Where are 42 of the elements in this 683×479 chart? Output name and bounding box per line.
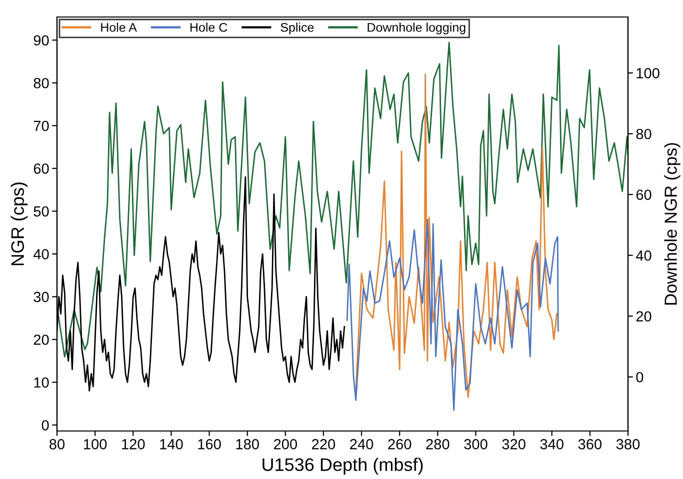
x-tick-label: 280 (426, 439, 450, 450)
y-tick-label: 10 (34, 377, 49, 388)
legend-label: Splice (280, 22, 314, 34)
y-tick-label: 50 (34, 206, 49, 217)
x-tick-label: 180 (236, 439, 259, 450)
y2-tick-label: 0 (636, 372, 644, 382)
x-tick-label: 200 (274, 439, 297, 450)
x-tick-label: 160 (198, 439, 221, 450)
x-tick-label: 80 (50, 439, 65, 450)
line-series (57, 42, 628, 358)
x-tick-label: 360 (578, 439, 602, 450)
x-tick-label: 240 (350, 439, 374, 450)
x-tick-label: 340 (540, 439, 564, 450)
y-tick-label: 80 (34, 78, 49, 88)
y-tick-label: 0 (42, 420, 49, 430)
x-tick-label: 320 (502, 439, 526, 450)
y-tick-label: 90 (34, 35, 49, 46)
y2-axis-title: Downhole NGR (cps) (664, 143, 680, 305)
x-tick-label: 260 (388, 439, 412, 450)
y-axis-title: NGR (cps) (10, 182, 28, 266)
legend-label: Hole C (190, 22, 228, 32)
x-tick-label: 100 (84, 439, 107, 450)
legend-label: Downhole logging (368, 22, 466, 34)
y-tick-label: 40 (33, 249, 49, 260)
y2-tick-label: 60 (636, 190, 652, 200)
x-tick-label: 120 (122, 439, 145, 450)
y-tick-label: 20 (34, 334, 49, 345)
y2-tick-label: 100 (636, 68, 660, 78)
x-tick-label: 380 (616, 439, 640, 450)
y-tick-label: 30 (34, 292, 49, 302)
x-axis-title: U1536 Depth (mbsf) (262, 458, 423, 475)
x-tick-label: 300 (464, 439, 488, 450)
x-tick-label: 140 (160, 439, 183, 450)
line-series (355, 74, 558, 398)
y2-tick-label: 80 (636, 128, 652, 140)
x-tick-label: 220 (312, 439, 336, 450)
y2-tick-label: 20 (636, 311, 652, 322)
y-tick-label: 60 (34, 164, 49, 174)
legend-label: Hole A (101, 22, 137, 32)
y2-tick-label: 40 (636, 250, 652, 261)
y-tick-label: 70 (34, 120, 49, 132)
line-series (346, 219, 559, 411)
